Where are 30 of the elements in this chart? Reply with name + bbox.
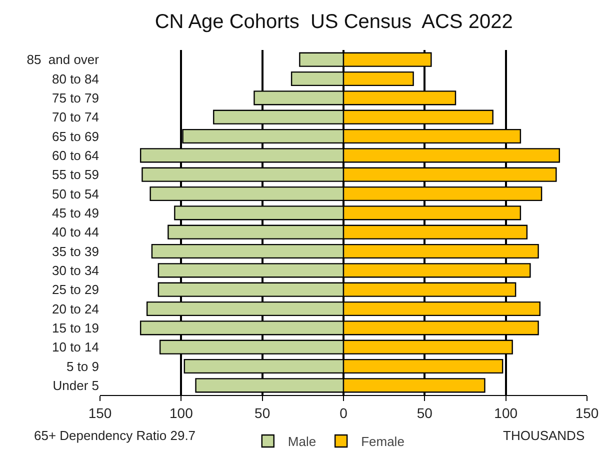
y-tick-label: 65 to 69 [52, 128, 99, 144]
y-tick-label: 80 to 84 [52, 71, 99, 86]
x-tick-label: 50 [254, 404, 270, 421]
x-tick-label: 100 [169, 404, 194, 421]
y-tick-label: 70 to 74 [52, 110, 99, 125]
x-tick-label: 100 [494, 404, 518, 421]
y-tick-label: 50 to 54 [52, 186, 99, 202]
y-tick-label: 45 to 49 [52, 205, 99, 220]
legend-label: Female [361, 434, 404, 450]
y-tick-label: 40 to 44 [52, 224, 99, 240]
y-tick-label: 85 and over [26, 52, 100, 68]
chart-title: CN Age Cohorts US Census ACS 2022 [154, 11, 513, 34]
x-tick-label: 0 [340, 404, 348, 421]
y-tick-label: 25 to 29 [52, 282, 99, 298]
text: THOUSANDS [503, 428, 585, 443]
y-tick-label: 35 to 39 [52, 244, 99, 259]
y-tick-label: 20 to 24 [52, 301, 99, 316]
y-tick-label: 75 to 79 [52, 90, 99, 106]
y-tick-label: 60 to 64 [52, 148, 99, 163]
y-tick-label: 10 to 14 [52, 340, 99, 355]
y-tick-label: Under 5 [52, 378, 99, 393]
y-tick-label: 5 to 9 [66, 358, 99, 374]
y-tick-label: 55 to 59 [52, 167, 99, 182]
y-tick-label: 30 to 34 [52, 262, 99, 278]
x-tick-label: 50 [416, 404, 433, 421]
legend-label: Male [288, 434, 316, 450]
x-tick-label: 150 [575, 404, 599, 421]
y-tick-label: 15 to 19 [52, 320, 99, 336]
text: 65+ Dependency Ratio 29.7 [34, 428, 196, 443]
x-tick-label: 150 [88, 404, 112, 421]
